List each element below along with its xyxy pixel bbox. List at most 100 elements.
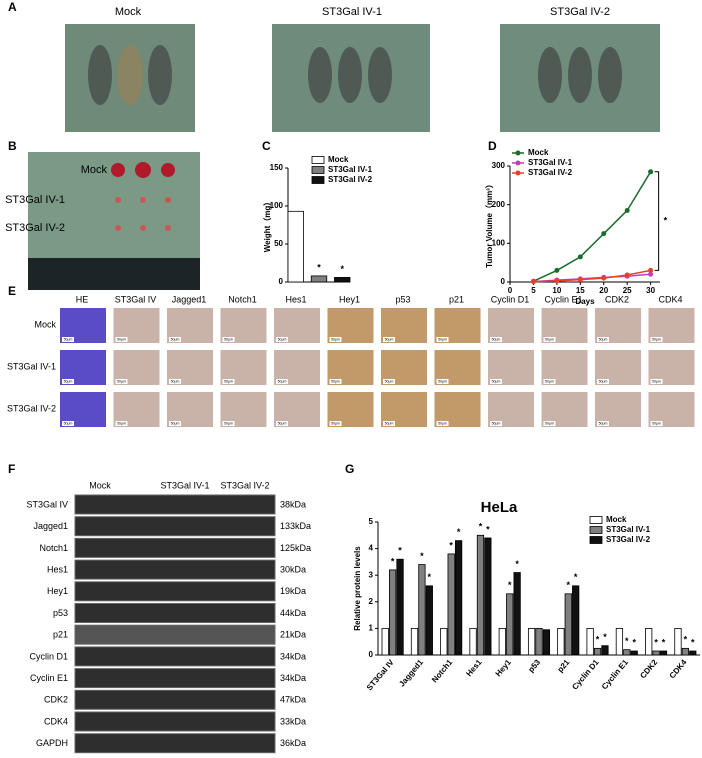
label: D bbox=[488, 139, 497, 153]
significance: * bbox=[428, 572, 432, 582]
label: CDK2 bbox=[44, 695, 68, 705]
point bbox=[624, 272, 630, 278]
x-tick-label: Hes1 bbox=[464, 657, 484, 678]
label: 34kDa bbox=[280, 673, 306, 683]
significance-bracket bbox=[654, 171, 660, 271]
mouse bbox=[568, 47, 592, 103]
point bbox=[601, 231, 607, 237]
x-tick-label: 20 bbox=[599, 286, 608, 295]
significance: * bbox=[398, 546, 402, 556]
legend-label: Mock bbox=[328, 155, 349, 164]
legend-label: Mock bbox=[528, 148, 549, 157]
bar bbox=[645, 628, 653, 656]
bar bbox=[396, 558, 404, 656]
label: ST3Gal IV bbox=[115, 294, 157, 304]
label: Hes1 bbox=[285, 294, 306, 304]
scale-bar-label: 50μm bbox=[224, 337, 233, 341]
mouse bbox=[338, 47, 362, 103]
label: Notch1 bbox=[39, 543, 68, 553]
label: 44kDa bbox=[280, 608, 306, 618]
scale-bar-box bbox=[115, 421, 128, 426]
legend-swatch bbox=[311, 166, 325, 174]
bar bbox=[469, 628, 477, 656]
label: p21 bbox=[53, 630, 68, 640]
bar bbox=[527, 628, 536, 656]
tumor bbox=[140, 225, 146, 231]
label: HE bbox=[76, 294, 89, 304]
scale-bar-label: 50μm bbox=[224, 421, 233, 425]
blot bbox=[74, 516, 276, 537]
legend-label: Mock bbox=[606, 515, 627, 524]
y-tick-label: 50 bbox=[274, 239, 283, 248]
label: 47kDa bbox=[280, 695, 306, 705]
label: Cyclin D1 bbox=[491, 294, 530, 304]
legend-marker bbox=[515, 150, 521, 156]
bar bbox=[334, 277, 351, 283]
y-tick-label: 0 bbox=[279, 277, 284, 286]
blot bbox=[74, 494, 276, 515]
x-tick-label: Jagged1 bbox=[397, 657, 425, 688]
bar bbox=[689, 650, 697, 656]
scale-bar-label: 50μm bbox=[545, 421, 554, 425]
bar bbox=[652, 650, 660, 656]
x-tick-label: Hey1 bbox=[494, 657, 514, 678]
scale-bar-box bbox=[597, 337, 609, 342]
scale-bar-label: 50μm bbox=[331, 379, 340, 383]
label: p21 bbox=[449, 294, 464, 304]
mouse bbox=[598, 47, 622, 103]
point bbox=[577, 254, 583, 260]
significance: * bbox=[457, 527, 461, 537]
scale-bar-box bbox=[383, 337, 395, 342]
scale-bar-box bbox=[490, 421, 502, 426]
mouse bbox=[368, 47, 392, 103]
y-axis-title: Relative protein levels bbox=[353, 546, 362, 631]
scale-bar-label: 50μm bbox=[652, 421, 661, 425]
scale-bar-box bbox=[276, 337, 288, 342]
scale-bar-label: 50μm bbox=[64, 379, 73, 383]
significance: * bbox=[664, 215, 668, 225]
chart-title: HeLa bbox=[481, 499, 518, 516]
significance: * bbox=[691, 637, 695, 647]
bar bbox=[440, 628, 448, 656]
bar bbox=[623, 649, 631, 656]
scale-bar-box bbox=[490, 337, 502, 342]
scale-bar-label: 50μm bbox=[438, 421, 447, 425]
label: Hes1 bbox=[47, 564, 68, 574]
label: 38kDa bbox=[280, 499, 306, 509]
mouse bbox=[538, 47, 562, 103]
scale-bar-box bbox=[650, 379, 663, 384]
x-tick-label: p21 bbox=[556, 657, 572, 674]
label: Notch1 bbox=[228, 294, 257, 304]
bar bbox=[593, 647, 602, 656]
bar bbox=[513, 572, 521, 656]
x-tick-label: p53 bbox=[526, 657, 542, 674]
y-tick-label: 3 bbox=[369, 570, 374, 579]
scale-bar-box bbox=[169, 379, 181, 384]
y-tick-label: 0 bbox=[501, 277, 506, 286]
tumor bbox=[161, 163, 175, 177]
scale-bar-box bbox=[222, 379, 235, 384]
bar bbox=[557, 628, 565, 656]
x-tick-label: Cyclin E1 bbox=[600, 657, 630, 691]
blot bbox=[74, 711, 276, 732]
scale-bar-box bbox=[490, 379, 502, 384]
scale-bar-label: 50μm bbox=[492, 337, 501, 341]
bar bbox=[564, 593, 572, 656]
bar bbox=[572, 585, 580, 656]
scale-bar-label: 50μm bbox=[171, 421, 180, 425]
blot bbox=[74, 689, 276, 710]
legend-label: ST3Gal IV-2 bbox=[528, 168, 573, 177]
tumor bbox=[115, 225, 121, 231]
y-tick-label: 0 bbox=[369, 650, 374, 659]
scale-bar-box bbox=[222, 421, 235, 426]
blot bbox=[74, 668, 276, 689]
y-tick-label: 200 bbox=[492, 200, 506, 209]
scale-bar-label: 50μm bbox=[117, 421, 126, 425]
scale-bar-box bbox=[597, 379, 609, 384]
legend-label: ST3Gal IV-1 bbox=[528, 158, 573, 167]
x-tick-label: CDK2 bbox=[638, 657, 659, 680]
scale-bar-box bbox=[329, 337, 342, 342]
scale-bar-label: 50μm bbox=[64, 337, 73, 341]
bar bbox=[542, 629, 551, 656]
